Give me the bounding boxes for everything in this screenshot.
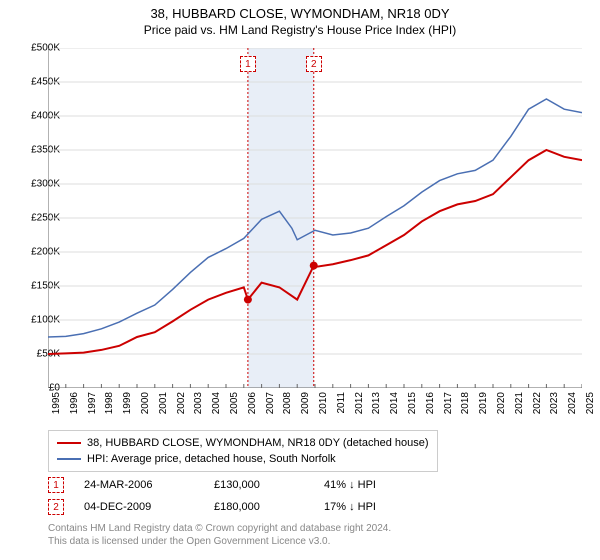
legend-swatch xyxy=(57,458,81,460)
chart-container: 38, HUBBARD CLOSE, WYMONDHAM, NR18 0DY P… xyxy=(0,0,600,560)
row-pct: 41% ↓ HPI xyxy=(324,479,424,491)
x-tick-label: 2017 xyxy=(443,392,454,422)
x-tick-label: 2001 xyxy=(158,392,169,422)
x-tick-label: 2024 xyxy=(567,392,578,422)
x-tick-label: 2025 xyxy=(585,392,596,422)
x-tick-label: 1999 xyxy=(122,392,133,422)
x-tick-label: 2022 xyxy=(532,392,543,422)
x-tick-label: 2019 xyxy=(478,392,489,422)
x-tick-label: 2007 xyxy=(265,392,276,422)
transaction-rows: 1 24-MAR-2006£130,00041% ↓ HPI 2 04-DEC-200… xyxy=(48,474,424,518)
row-index-box: 1 xyxy=(48,477,64,493)
row-price: £180,000 xyxy=(214,501,324,513)
title-address: 38, HUBBARD CLOSE, WYMONDHAM, NR18 0DY xyxy=(0,6,600,21)
x-tick-label: 2014 xyxy=(389,392,400,422)
x-tick-label: 2009 xyxy=(300,392,311,422)
transaction-row: 1 24-MAR-2006£130,00041% ↓ HPI xyxy=(48,474,424,496)
legend-label: 38, HUBBARD CLOSE, WYMONDHAM, NR18 0DY (… xyxy=(87,437,429,449)
x-tick-label: 2021 xyxy=(514,392,525,422)
chart-svg xyxy=(48,48,582,388)
x-tick-label: 1997 xyxy=(87,392,98,422)
legend-item: HPI: Average price, detached house, Sout… xyxy=(57,451,429,467)
footer-line1: Contains HM Land Registry data © Crown c… xyxy=(48,522,391,535)
legend-swatch xyxy=(57,442,81,444)
row-date: 24-MAR-2006 xyxy=(84,479,214,491)
x-tick-label: 2008 xyxy=(282,392,293,422)
event-marker: 1 xyxy=(240,56,256,72)
x-tick-label: 2020 xyxy=(496,392,507,422)
footer-attribution: Contains HM Land Registry data © Crown c… xyxy=(48,522,391,548)
x-tick-label: 1998 xyxy=(104,392,115,422)
legend-label: HPI: Average price, detached house, Sout… xyxy=(87,453,336,465)
legend-item: 38, HUBBARD CLOSE, WYMONDHAM, NR18 0DY (… xyxy=(57,435,429,451)
x-tick-label: 2013 xyxy=(371,392,382,422)
x-tick-label: 2002 xyxy=(176,392,187,422)
x-tick-label: 2003 xyxy=(193,392,204,422)
x-tick-label: 2005 xyxy=(229,392,240,422)
event-marker: 2 xyxy=(306,56,322,72)
footer-line2: This data is licensed under the Open Gov… xyxy=(48,535,391,548)
title-subtitle: Price paid vs. HM Land Registry's House … xyxy=(0,23,600,37)
x-tick-label: 2015 xyxy=(407,392,418,422)
row-index-box: 2 xyxy=(48,499,64,515)
chart-area xyxy=(48,48,582,388)
x-tick-label: 2000 xyxy=(140,392,151,422)
row-date: 04-DEC-2009 xyxy=(84,501,214,513)
x-tick-label: 2006 xyxy=(247,392,258,422)
x-tick-label: 2016 xyxy=(425,392,436,422)
x-tick-label: 1995 xyxy=(51,392,62,422)
x-tick-label: 1996 xyxy=(69,392,80,422)
legend: 38, HUBBARD CLOSE, WYMONDHAM, NR18 0DY (… xyxy=(48,430,438,472)
row-pct: 17% ↓ HPI xyxy=(324,501,424,513)
x-tick-label: 2004 xyxy=(211,392,222,422)
transaction-row: 2 04-DEC-2009£180,00017% ↓ HPI xyxy=(48,496,424,518)
x-tick-label: 2012 xyxy=(354,392,365,422)
x-tick-label: 2010 xyxy=(318,392,329,422)
title-block: 38, HUBBARD CLOSE, WYMONDHAM, NR18 0DY P… xyxy=(0,0,600,37)
x-tick-label: 2011 xyxy=(336,392,347,422)
x-tick-label: 2023 xyxy=(549,392,560,422)
row-price: £130,000 xyxy=(214,479,324,491)
x-tick-label: 2018 xyxy=(460,392,471,422)
